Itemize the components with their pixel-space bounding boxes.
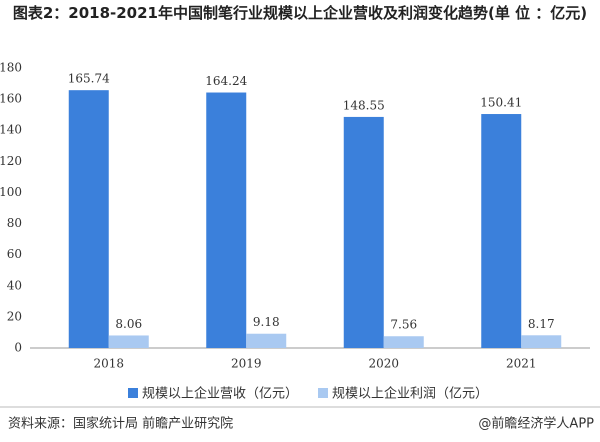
value-label: 7.56 [390, 318, 417, 332]
y-tick-label: 100 [0, 185, 22, 199]
bar [343, 116, 384, 348]
legend-label: 规模以上企业利润（亿元） [332, 386, 488, 402]
bar [108, 335, 149, 348]
y-tick-label: 20 [7, 309, 22, 323]
value-label: 8.06 [115, 317, 142, 331]
value-label: 150.41 [480, 96, 522, 110]
x-tick-label: 2020 [368, 357, 399, 371]
bar [68, 90, 109, 348]
y-tick-label: 40 [7, 278, 22, 292]
value-label: 164.24 [205, 74, 247, 88]
chart-title: 图表2：2018-2021年中国制笔行业规模以上企业营收及利润变化趋势(单 位 … [12, 4, 588, 22]
bar [206, 92, 247, 348]
legend-swatch [318, 388, 328, 398]
x-tick-label: 2021 [506, 357, 537, 371]
x-tick-label: 2019 [231, 357, 262, 371]
x-tick-label: 2018 [93, 357, 124, 371]
y-tick-label: 80 [7, 216, 22, 230]
y-tick-label: 160 [0, 92, 22, 106]
y-tick-label: 0 [14, 341, 22, 355]
y-tick-label: 140 [0, 123, 22, 137]
y-tick-label: 180 [0, 61, 22, 75]
bar [481, 114, 522, 348]
value-label: 148.55 [343, 98, 385, 112]
source-note: 资料来源：国家统计局 前瞻产业研究院 [8, 416, 233, 432]
y-tick-label: 120 [0, 154, 22, 168]
value-label: 165.74 [68, 72, 110, 86]
value-label: 8.17 [528, 317, 555, 331]
legend-swatch [128, 388, 138, 398]
legend-label: 规模以上企业营收（亿元） [142, 386, 298, 402]
bar [246, 333, 287, 348]
y-tick-label: 60 [7, 247, 22, 261]
bar [521, 335, 562, 348]
credit: @前瞻经济学人APP [478, 416, 594, 432]
value-label: 9.18 [253, 315, 280, 329]
bar [383, 336, 424, 348]
